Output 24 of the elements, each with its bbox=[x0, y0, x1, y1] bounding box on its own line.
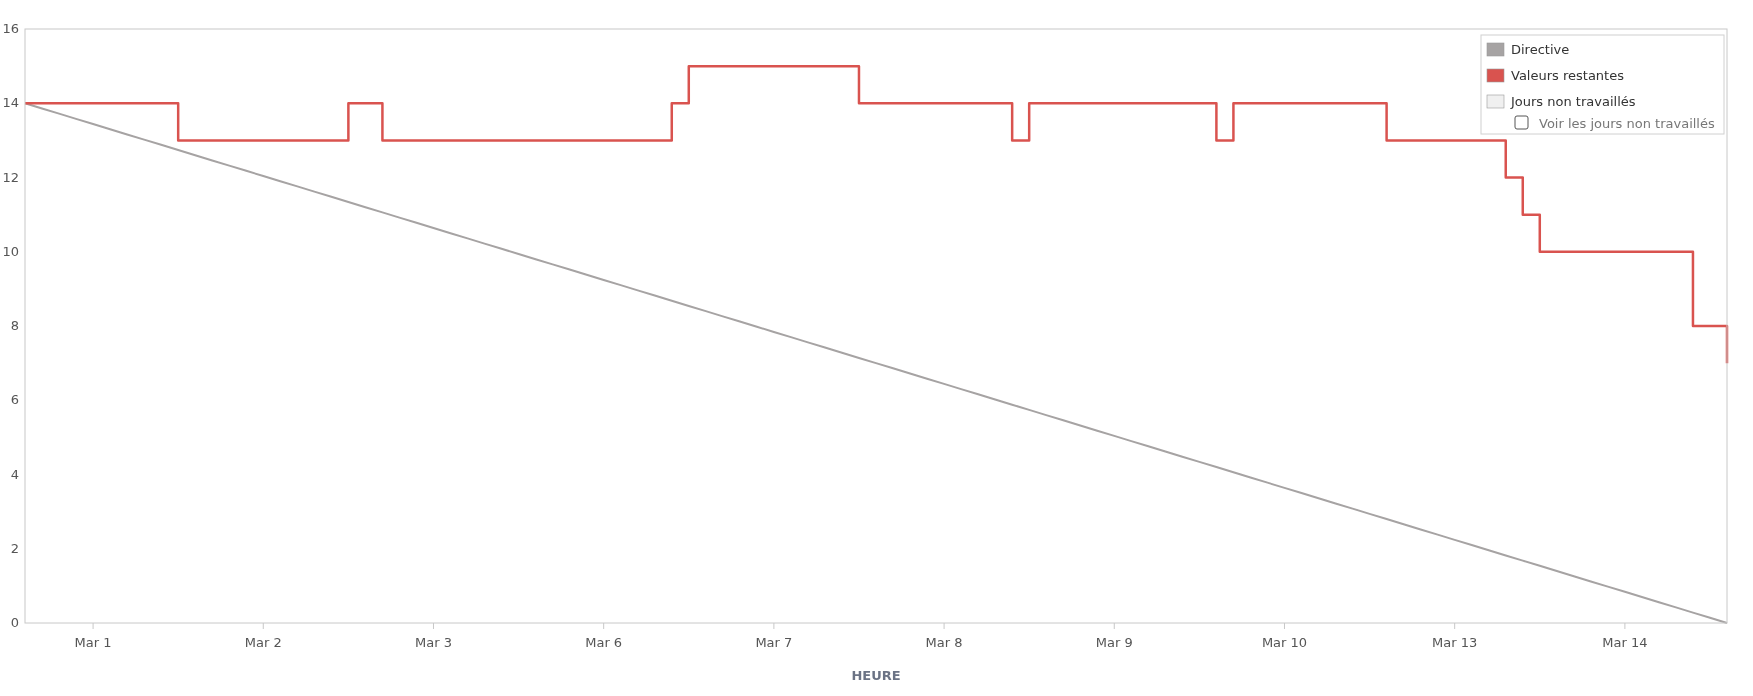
annotation: Voir les jours non travaillés bbox=[1539, 116, 1715, 131]
y-tick-label: 8 bbox=[10, 318, 19, 333]
y-tick-label: 14 bbox=[2, 95, 19, 111]
y-tick-label: 10 bbox=[2, 243, 19, 259]
legend-label: Jours non travaillés bbox=[1510, 94, 1636, 109]
x-tick-label: Mar 3 bbox=[415, 635, 452, 650]
x-tick-label: Mar 9 bbox=[1095, 635, 1133, 650]
y-tick-label: 4 bbox=[10, 466, 19, 482]
legend-label: Valeurs restantes bbox=[1511, 68, 1625, 83]
x-tick-label: Mar 8 bbox=[925, 635, 963, 650]
x-tick-label: Mar 1 bbox=[74, 635, 112, 650]
y-tick-label: 16 bbox=[2, 21, 19, 36]
y-tick-label: 2 bbox=[10, 540, 19, 556]
x-tick-label: Mar 14 bbox=[1602, 635, 1648, 650]
x-tick-label: Mar 13 bbox=[1432, 635, 1478, 650]
x-tick-label: Mar 2 bbox=[244, 635, 282, 650]
x-tick-label: Mar 6 bbox=[585, 635, 623, 650]
x-tick-label: Mar 7 bbox=[755, 635, 793, 650]
y-tick-label: 0 bbox=[10, 615, 19, 630]
y-tick-label: 12 bbox=[2, 169, 19, 185]
legend-label: Directive bbox=[1511, 42, 1570, 57]
x-axis-title: HEURE bbox=[851, 668, 901, 683]
y-tick-label: 6 bbox=[10, 392, 19, 408]
x-tick-label: Mar 10 bbox=[1261, 635, 1308, 650]
